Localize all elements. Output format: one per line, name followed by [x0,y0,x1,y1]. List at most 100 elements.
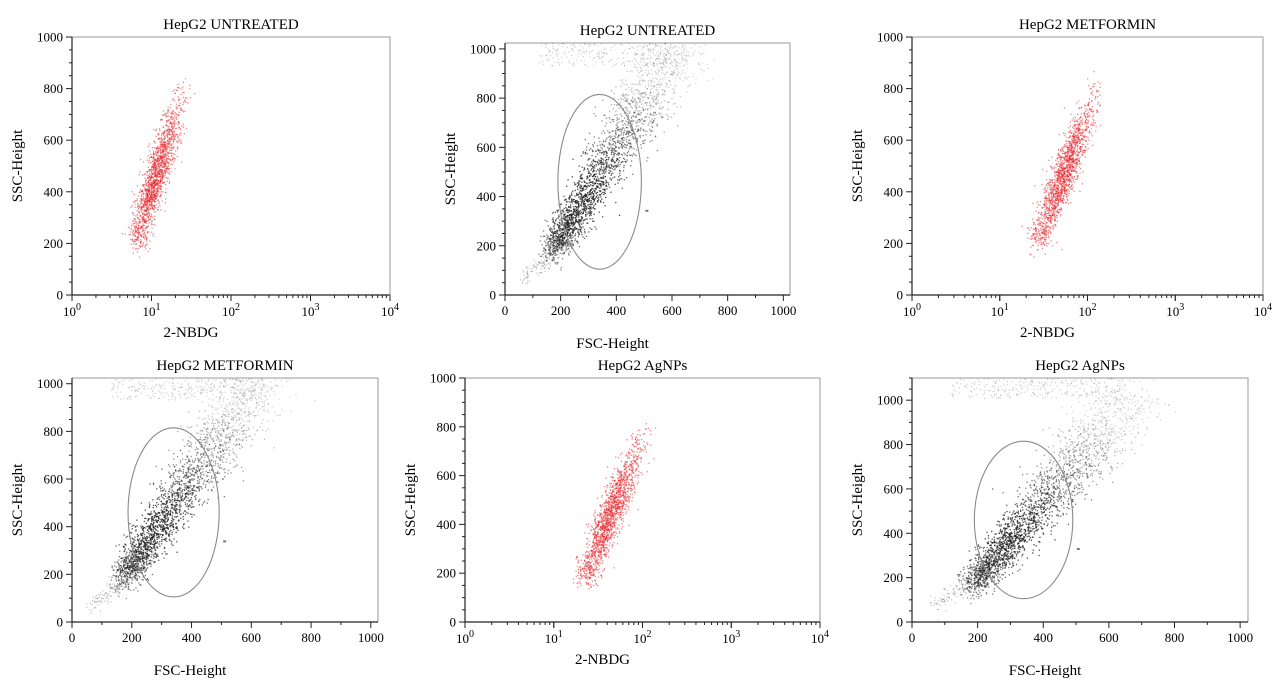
scatter-point [1042,218,1043,219]
scatter-point [604,146,605,147]
scatter-point [640,45,641,46]
scatter-point [646,94,647,95]
scatter-point [570,225,571,226]
scatter-point [142,221,143,222]
scatter-point [543,263,544,264]
scatter-point [153,160,154,161]
scatter-point [673,47,674,48]
scatter-point [1075,130,1076,131]
scatter-point [624,95,625,96]
scatter-point [580,185,581,186]
scatter-point [708,68,709,69]
scatter-point [134,203,135,204]
scatter-point [1062,160,1063,161]
scatter-point [581,234,582,235]
scatter-point [541,260,542,261]
scatter-point [149,173,150,174]
scatter-point [631,134,632,135]
y-tick-label: 200 [477,238,497,253]
scatter-point [656,73,657,74]
scatter-point [598,180,599,181]
scatter-point [167,126,168,127]
scatter-point [603,56,604,57]
scatter-point [712,78,713,79]
scatter-point [536,266,537,267]
scatter-point [138,225,139,226]
scatter-point [546,252,547,253]
scatter-point [599,188,600,189]
scatter-point [134,207,135,208]
scatter-point [656,53,657,54]
scatter-point [584,167,585,168]
scatter-point [648,72,649,73]
scatter-point [597,200,598,201]
scatter-point [140,207,141,208]
scatter-point [592,150,593,151]
scatter-point [637,90,638,91]
scatter-point [594,178,595,179]
scatter-point [636,104,637,105]
scatter-point [631,84,632,85]
scatter-point [659,108,660,109]
scatter-point [661,117,662,118]
scatter-point [151,227,152,228]
scatter-point [143,186,144,187]
scatter-point [596,179,597,180]
scatter-point [648,123,649,124]
scatter-point [159,164,160,165]
scatter-point [577,202,578,203]
scatter-point [702,62,703,63]
scatter-point [582,217,583,218]
scatter-point [543,64,544,65]
scatter-point [538,261,539,262]
scatter-point [589,133,590,134]
scatter-point [568,253,569,254]
scatter-point [179,99,180,100]
scatter-point [687,61,688,62]
scatter-point [621,139,622,140]
scatter-point [549,50,550,51]
scatter-point [151,216,152,217]
scatter-point [613,169,614,170]
scatter-point [650,107,651,108]
scatter-point [554,49,555,50]
scatter-point [163,163,164,164]
scatter-point [532,271,533,272]
scatter-point [159,138,160,139]
scatter-point [154,184,155,185]
scatter-point [594,44,595,45]
scatter-point [645,65,646,66]
scatter-point [645,103,646,104]
scatter-point [160,174,161,175]
scatter-point [558,229,559,230]
scatter-point [170,171,171,172]
scatter-point [558,59,559,60]
scatter-point [1085,111,1086,112]
scatter-point [633,47,634,48]
scatter-point [572,243,573,244]
scatter-point [141,241,142,242]
scatter-point [154,147,155,148]
scatter-point [637,76,638,77]
scatter-point [144,188,145,189]
scatter-point [555,238,556,239]
scatter-point [657,45,658,46]
scatter-point [608,150,609,151]
scatter-point [616,114,617,115]
scatter-point [614,154,615,155]
scatter-point [601,43,602,44]
scatter-point [568,61,569,62]
scatter-point [153,129,154,130]
scatter-point [176,119,177,120]
scatter-point [170,164,171,165]
scatter-point [659,70,660,71]
scatter-point [141,201,142,202]
scatter-point [161,191,162,192]
scatter-point [572,229,573,230]
scatter-point [657,68,658,69]
scatter-point [557,257,558,258]
scatter-point [154,197,155,198]
scatter-point [157,163,158,164]
scatter-point [638,72,639,73]
scatter-point [631,91,632,92]
